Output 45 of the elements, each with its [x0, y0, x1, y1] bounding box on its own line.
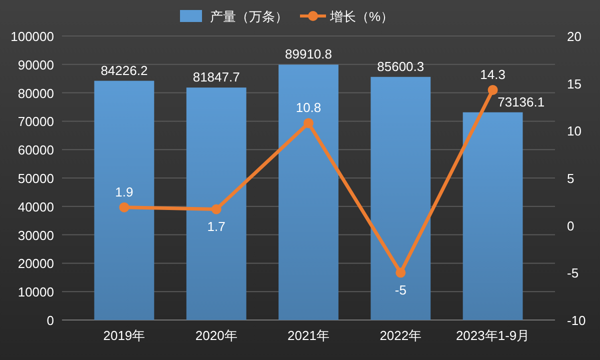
y-tick-label: 10000: [18, 284, 54, 300]
y-tick-label: 80000: [18, 86, 54, 101]
data-label: 14.3: [480, 66, 506, 82]
y-tick-label: 70000: [18, 114, 54, 130]
x-tick-label: 2020年: [195, 328, 238, 343]
point: [211, 204, 222, 214]
bar: [278, 64, 338, 320]
y-tick-label: 30000: [18, 228, 54, 243]
y2-tick-label: 20: [567, 29, 582, 44]
y2-tick-label: -5: [567, 266, 579, 281]
point: [304, 118, 314, 128]
bar: [462, 112, 523, 320]
y2-tick-label: 0: [567, 218, 574, 234]
bar: [370, 76, 431, 320]
y-tick-label: 40000: [18, 199, 54, 214]
data-label: 1.9: [115, 184, 134, 200]
x-tick-label: 2021年: [288, 328, 330, 343]
data-label: 73136.1: [498, 94, 545, 110]
data-label: 1.7: [207, 219, 226, 234]
data-label: 81847.7: [192, 70, 240, 85]
y-tick-label: 50000: [18, 171, 54, 186]
legend-label: 产量（万条）: [210, 9, 288, 24]
point: [488, 84, 498, 95]
bar: [94, 80, 154, 320]
y-tick-label: 90000: [18, 57, 54, 72]
y2-tick-label: 5: [567, 171, 574, 186]
y-tick-label: 20000: [18, 256, 54, 272]
y2-tick-label: 15: [567, 76, 582, 92]
bar: [186, 88, 246, 320]
y2-tick-label: -10: [567, 313, 586, 328]
data-label: 89910.8: [285, 46, 332, 62]
y-tick-label: 0: [46, 313, 54, 328]
y2-tick-label: 10: [567, 124, 582, 139]
x-tick-label: 2022年: [380, 328, 422, 343]
point: [396, 268, 406, 278]
y-tick-label: 60000: [18, 142, 54, 158]
point: [119, 202, 130, 212]
legend-label: 增长（%）: [329, 9, 394, 24]
x-tick-label: 2019年: [103, 328, 146, 343]
data-label: 10.8: [296, 100, 322, 116]
y-tick-label: 100000: [10, 29, 54, 44]
data-label: 85600.3: [377, 58, 424, 74]
x-tick-label: 2023年1-9月: [456, 328, 530, 343]
data-label: 84226.2: [100, 62, 148, 78]
data-label: -5: [394, 282, 406, 298]
